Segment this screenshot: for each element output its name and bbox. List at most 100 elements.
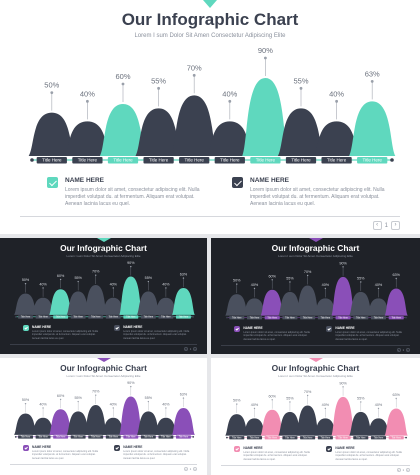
category-label-bg bbox=[282, 436, 298, 440]
checkbox-icon[interactable] bbox=[232, 177, 243, 188]
category-label: Title Here bbox=[374, 316, 384, 319]
category-label-bg bbox=[88, 435, 104, 439]
value-label: 40% bbox=[162, 402, 170, 406]
chevron-right-icon[interactable]: › bbox=[192, 466, 198, 472]
category-label: Title Here bbox=[161, 436, 171, 439]
chart-bar bbox=[313, 121, 360, 156]
category-label-bg bbox=[18, 435, 33, 439]
category-label: Title Here bbox=[363, 158, 383, 163]
checkbox-icon[interactable] bbox=[47, 177, 58, 188]
category-label-bg bbox=[388, 316, 404, 320]
chart-bar bbox=[31, 297, 55, 315]
category-label: Title Here bbox=[144, 316, 154, 319]
checkbox-icon[interactable] bbox=[326, 446, 332, 452]
category-label-bg bbox=[229, 316, 245, 320]
chevron-left-icon[interactable]: ‹ bbox=[396, 347, 401, 353]
page-title: Our Infographic Chart bbox=[271, 362, 360, 373]
category-label: Title Here bbox=[21, 316, 31, 319]
slide-thumbnail-dark-teal[interactable]: Our Infographic Chart Lorem I sum Dolor S… bbox=[0, 238, 207, 354]
category-label: Title Here bbox=[78, 158, 98, 163]
category-label: Title Here bbox=[179, 316, 189, 319]
value-label: 40% bbox=[110, 402, 118, 406]
pager: ‹ 1 › bbox=[396, 467, 411, 473]
slide-thumbnail-dark-purple[interactable]: Our Infographic Chart Lorem I sum Dolor S… bbox=[211, 238, 420, 354]
accent-tab bbox=[203, 0, 217, 8]
category-label-bg bbox=[264, 316, 280, 320]
value-dot bbox=[395, 277, 397, 280]
checkbox-icon[interactable] bbox=[23, 325, 29, 331]
checkbox-icon[interactable] bbox=[234, 326, 240, 332]
chevron-right-icon[interactable]: › bbox=[391, 221, 400, 230]
category-label-bg bbox=[70, 435, 86, 439]
feature-item: NAME HERE Lorem ipsum dolor sit amet, con… bbox=[232, 177, 385, 217]
check-mark-icon bbox=[115, 445, 119, 450]
chart-bar bbox=[49, 409, 73, 435]
chart-bar bbox=[296, 405, 320, 436]
chevron-left-icon[interactable]: ‹ bbox=[396, 467, 401, 473]
category-label: Title Here bbox=[303, 436, 313, 439]
baseline-dot bbox=[30, 158, 34, 162]
checkbox-icon[interactable] bbox=[114, 325, 120, 331]
chart-bar bbox=[14, 293, 37, 315]
page-subtitle: Lorem I sum Dolor Sit Amen Consectetur A… bbox=[66, 374, 141, 379]
value-dot bbox=[130, 265, 132, 268]
checkbox-icon[interactable] bbox=[114, 445, 120, 451]
chart-bar bbox=[313, 298, 337, 316]
pager: ‹ 1 › bbox=[396, 347, 411, 353]
feature-description: Lorem ipsum dolor sit amet, consectetur … bbox=[32, 450, 99, 460]
infographic-chart: 50% Title Here 40% Title Here 60% Title Here 5… bbox=[14, 261, 195, 319]
chart-bar bbox=[206, 121, 253, 156]
check-mark-icon bbox=[23, 445, 28, 450]
value-dot bbox=[147, 400, 150, 403]
category-label-bg bbox=[105, 435, 121, 439]
value-label: 55% bbox=[74, 276, 82, 280]
category-label: Title Here bbox=[220, 158, 240, 163]
value-dot bbox=[253, 407, 256, 410]
feature-item: NAME HERE Lorem ipsum dolor sit amet, con… bbox=[114, 445, 190, 465]
slide-main[interactable]: Our Infographic Chart Lorem I sum Dolor S… bbox=[0, 0, 420, 234]
chevron-left-icon[interactable]: ‹ bbox=[372, 221, 382, 230]
feature-name: NAME HERE bbox=[32, 325, 52, 330]
chevron-right-icon[interactable]: › bbox=[405, 347, 411, 353]
category-label: Title Here bbox=[126, 436, 136, 439]
feature-name: NAME HERE bbox=[65, 177, 105, 184]
chevron-right-icon[interactable]: › bbox=[405, 467, 411, 473]
chevron-right-icon[interactable]: › bbox=[192, 346, 198, 352]
value-label: 55% bbox=[151, 76, 166, 85]
category-label: Title Here bbox=[109, 316, 119, 319]
slide-thumbnail-light-pink[interactable]: Our Infographic Chart Lorem I sum Dolor S… bbox=[211, 358, 420, 475]
chart-bar bbox=[313, 418, 337, 436]
category-label: Title Here bbox=[56, 436, 66, 439]
category-label: Title Here bbox=[338, 436, 348, 439]
category-label: Title Here bbox=[285, 436, 295, 439]
category-label-bg bbox=[264, 436, 280, 440]
category-label-bg bbox=[107, 157, 139, 164]
value-dot bbox=[24, 402, 27, 405]
feature-description: Lorem ipsum dolor sit amet, consectetur … bbox=[123, 330, 190, 340]
category-label-bg bbox=[123, 315, 139, 319]
checkbox-icon[interactable] bbox=[234, 446, 240, 452]
chart-bar bbox=[136, 291, 160, 315]
value-label: 40% bbox=[162, 282, 170, 286]
value-label: 63% bbox=[180, 273, 188, 277]
checkbox-icon[interactable] bbox=[23, 445, 29, 451]
footer-divider bbox=[20, 216, 400, 217]
category-label-bg bbox=[300, 316, 316, 320]
slide-thumbnail-light-purple[interactable]: Our Infographic Chart Lorem I sum Dolor S… bbox=[0, 358, 207, 475]
accent-tab bbox=[96, 238, 111, 242]
value-dot bbox=[50, 91, 54, 95]
category-label: Title Here bbox=[232, 316, 242, 319]
page-subtitle: Lorem I sum Dolor Sit Amen Consectetur A… bbox=[66, 254, 141, 259]
chevron-left-icon[interactable]: ‹ bbox=[183, 346, 189, 352]
check-mark-icon bbox=[48, 178, 57, 186]
value-dot bbox=[121, 82, 125, 86]
category-label-bg bbox=[123, 435, 139, 439]
value-label: 40% bbox=[39, 282, 47, 286]
value-dot bbox=[342, 386, 344, 388]
feature-name: NAME HERE bbox=[250, 177, 290, 184]
feature-item: NAME HERE Lorem ipsum dolor sit amet, con… bbox=[23, 445, 99, 465]
value-dot bbox=[182, 397, 185, 399]
checkbox-icon[interactable] bbox=[326, 326, 332, 332]
feature-description: Lorem ipsum dolor sit amet, consectetur … bbox=[123, 450, 190, 460]
chevron-left-icon[interactable]: ‹ bbox=[183, 466, 189, 472]
